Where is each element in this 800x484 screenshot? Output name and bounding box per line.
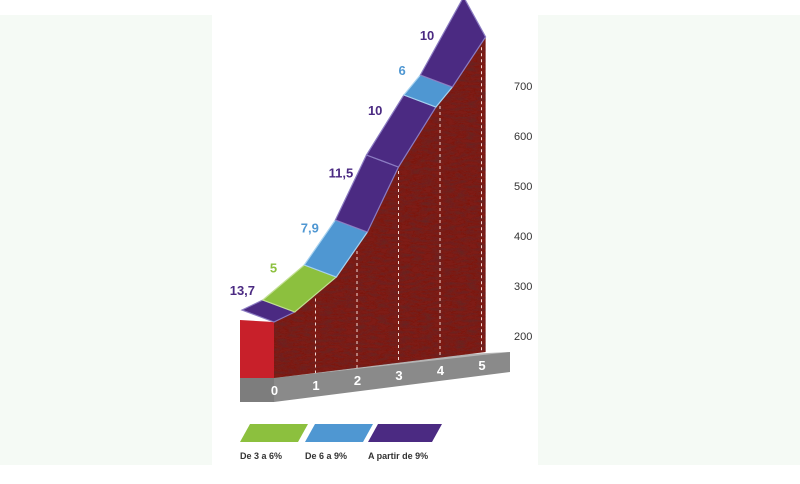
y-tick-label: 600	[514, 131, 532, 143]
gradient-band	[419, 0, 487, 88]
y-tick-label: 700	[514, 81, 532, 93]
y-tick-label: 500	[514, 181, 532, 193]
gradient-bands	[240, 0, 487, 323]
legend-swatch	[240, 424, 308, 442]
terrain-area	[240, 37, 486, 378]
x-tick-label: 1	[312, 378, 319, 393]
y-tick-label: 200	[514, 331, 532, 343]
legend: De 3 a 6% De 6 a 9% A partir de 9%	[240, 424, 442, 461]
gradient-label: 11,5	[329, 166, 354, 181]
gradient-label: 6	[399, 63, 406, 78]
gradient-labels: 13,7 5 7,9 11,5 10 6 10	[230, 28, 435, 298]
gradient-label: 7,9	[301, 221, 319, 236]
gradient-label: 10	[420, 28, 434, 43]
x-tick-label: 5	[478, 358, 485, 373]
left-margin	[0, 15, 212, 465]
y-tick-label: 400	[514, 231, 532, 243]
base-slab	[240, 352, 510, 402]
x-tick-label: 0	[271, 383, 278, 398]
x-axis-ticks: 0 1 2 3 4 5	[271, 358, 486, 398]
legend-label: De 3 a 6%	[240, 451, 282, 461]
legend-swatch	[368, 424, 442, 442]
legend-label: De 6 a 9%	[305, 451, 347, 461]
gradient-label: 5	[270, 261, 277, 276]
x-tick-label: 2	[354, 373, 361, 388]
terrain-rock	[274, 37, 486, 378]
y-axis-ticks: 200 300 400 500 600 700	[514, 81, 532, 343]
base-left-face	[240, 378, 274, 402]
legend-label: A partir de 9%	[368, 451, 428, 461]
gradient-label: 10	[368, 103, 382, 118]
base-front-face	[274, 352, 510, 402]
gradient-label: 13,7	[230, 283, 255, 298]
x-tick-label: 3	[395, 368, 402, 383]
legend-swatch	[305, 424, 373, 442]
start-front-face	[240, 320, 274, 378]
x-tick-label: 4	[437, 363, 445, 378]
right-margin	[538, 15, 800, 465]
km-dividers	[315, 47, 482, 373]
y-tick-label: 300	[514, 281, 532, 293]
